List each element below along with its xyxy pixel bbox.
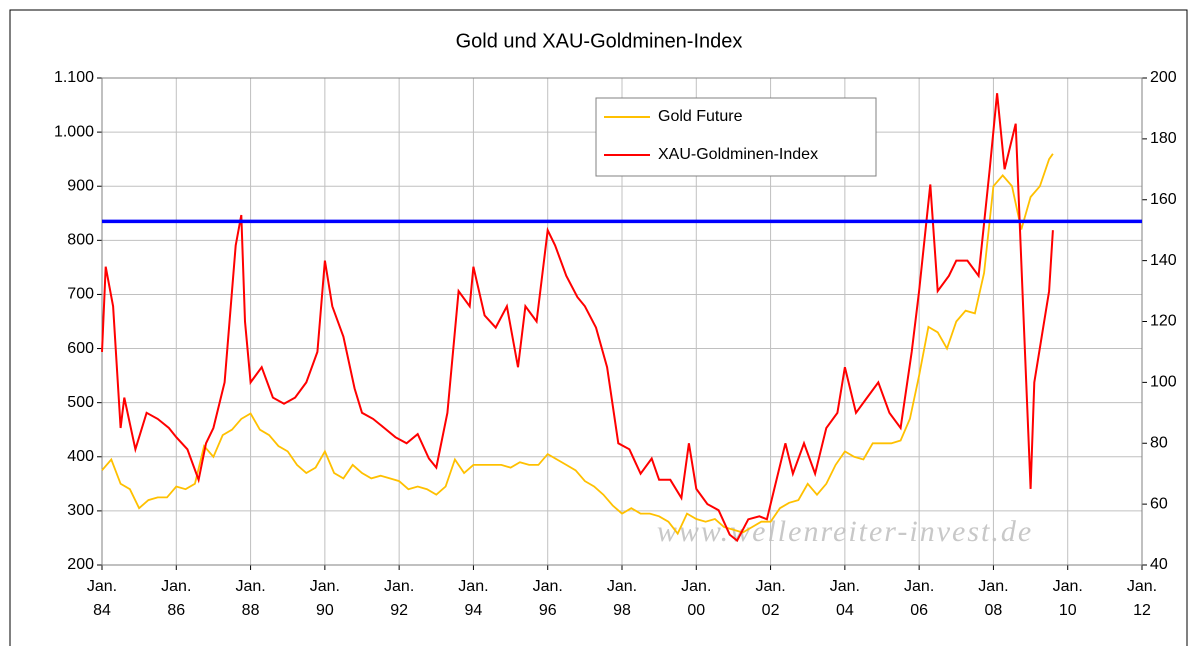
legend <box>595 97 877 177</box>
x-tick-label: Jan. 88 <box>235 578 265 619</box>
y2-tick-label: 200 <box>1150 69 1177 86</box>
x-tick-label: Jan. 00 <box>681 578 711 619</box>
x-tick-label: Jan. 86 <box>161 578 191 619</box>
x-tick-label: Jan. 98 <box>607 578 637 619</box>
y-tick-label: 400 <box>67 448 94 465</box>
x-tick-label: Jan. 12 <box>1127 578 1157 619</box>
y2-tick-label: 160 <box>1150 191 1177 208</box>
y2-tick-label: 100 <box>1150 374 1177 391</box>
y-tick-label: 300 <box>67 502 94 519</box>
legend-label: XAU-Goldminen-Index <box>658 146 818 163</box>
x-tick-label: Jan. 08 <box>978 578 1008 619</box>
chart-title: Gold und XAU-Goldminen-Index <box>456 30 743 52</box>
legend-label: Gold Future <box>658 108 743 125</box>
y-tick-label: 800 <box>67 232 94 249</box>
y2-tick-label: 140 <box>1150 252 1177 269</box>
x-tick-label: Jan. 96 <box>533 578 563 619</box>
y2-tick-label: 180 <box>1150 130 1177 147</box>
y-tick-label: 200 <box>67 556 94 573</box>
y-tick-label: 500 <box>67 394 94 411</box>
x-tick-label: Jan. 04 <box>830 578 860 619</box>
series-line <box>101 153 1054 536</box>
x-tick-label: Jan. 90 <box>310 578 340 619</box>
x-tick-label: Jan. 92 <box>384 578 414 619</box>
x-tick-label: Jan. 84 <box>87 578 117 619</box>
y2-tick-label: 60 <box>1150 495 1168 512</box>
y2-tick-label: 40 <box>1150 556 1168 573</box>
series-line <box>101 93 1054 543</box>
x-tick-label: Jan. 02 <box>755 578 785 619</box>
y-tick-label: 1.100 <box>54 69 94 86</box>
plot-area <box>101 77 1143 566</box>
watermark: www.wellenreiter-invest.de <box>657 515 1033 548</box>
y2-tick-label: 80 <box>1150 434 1168 451</box>
y-tick-label: 1.000 <box>54 123 94 140</box>
x-tick-label: Jan. 10 <box>1053 578 1083 619</box>
y-tick-label: 900 <box>67 177 94 194</box>
y2-tick-label: 120 <box>1150 313 1177 330</box>
y-tick-label: 700 <box>67 286 94 303</box>
y-tick-label: 600 <box>67 340 94 357</box>
x-tick-label: Jan. 94 <box>458 578 488 619</box>
x-tick-label: Jan. 06 <box>904 578 934 619</box>
